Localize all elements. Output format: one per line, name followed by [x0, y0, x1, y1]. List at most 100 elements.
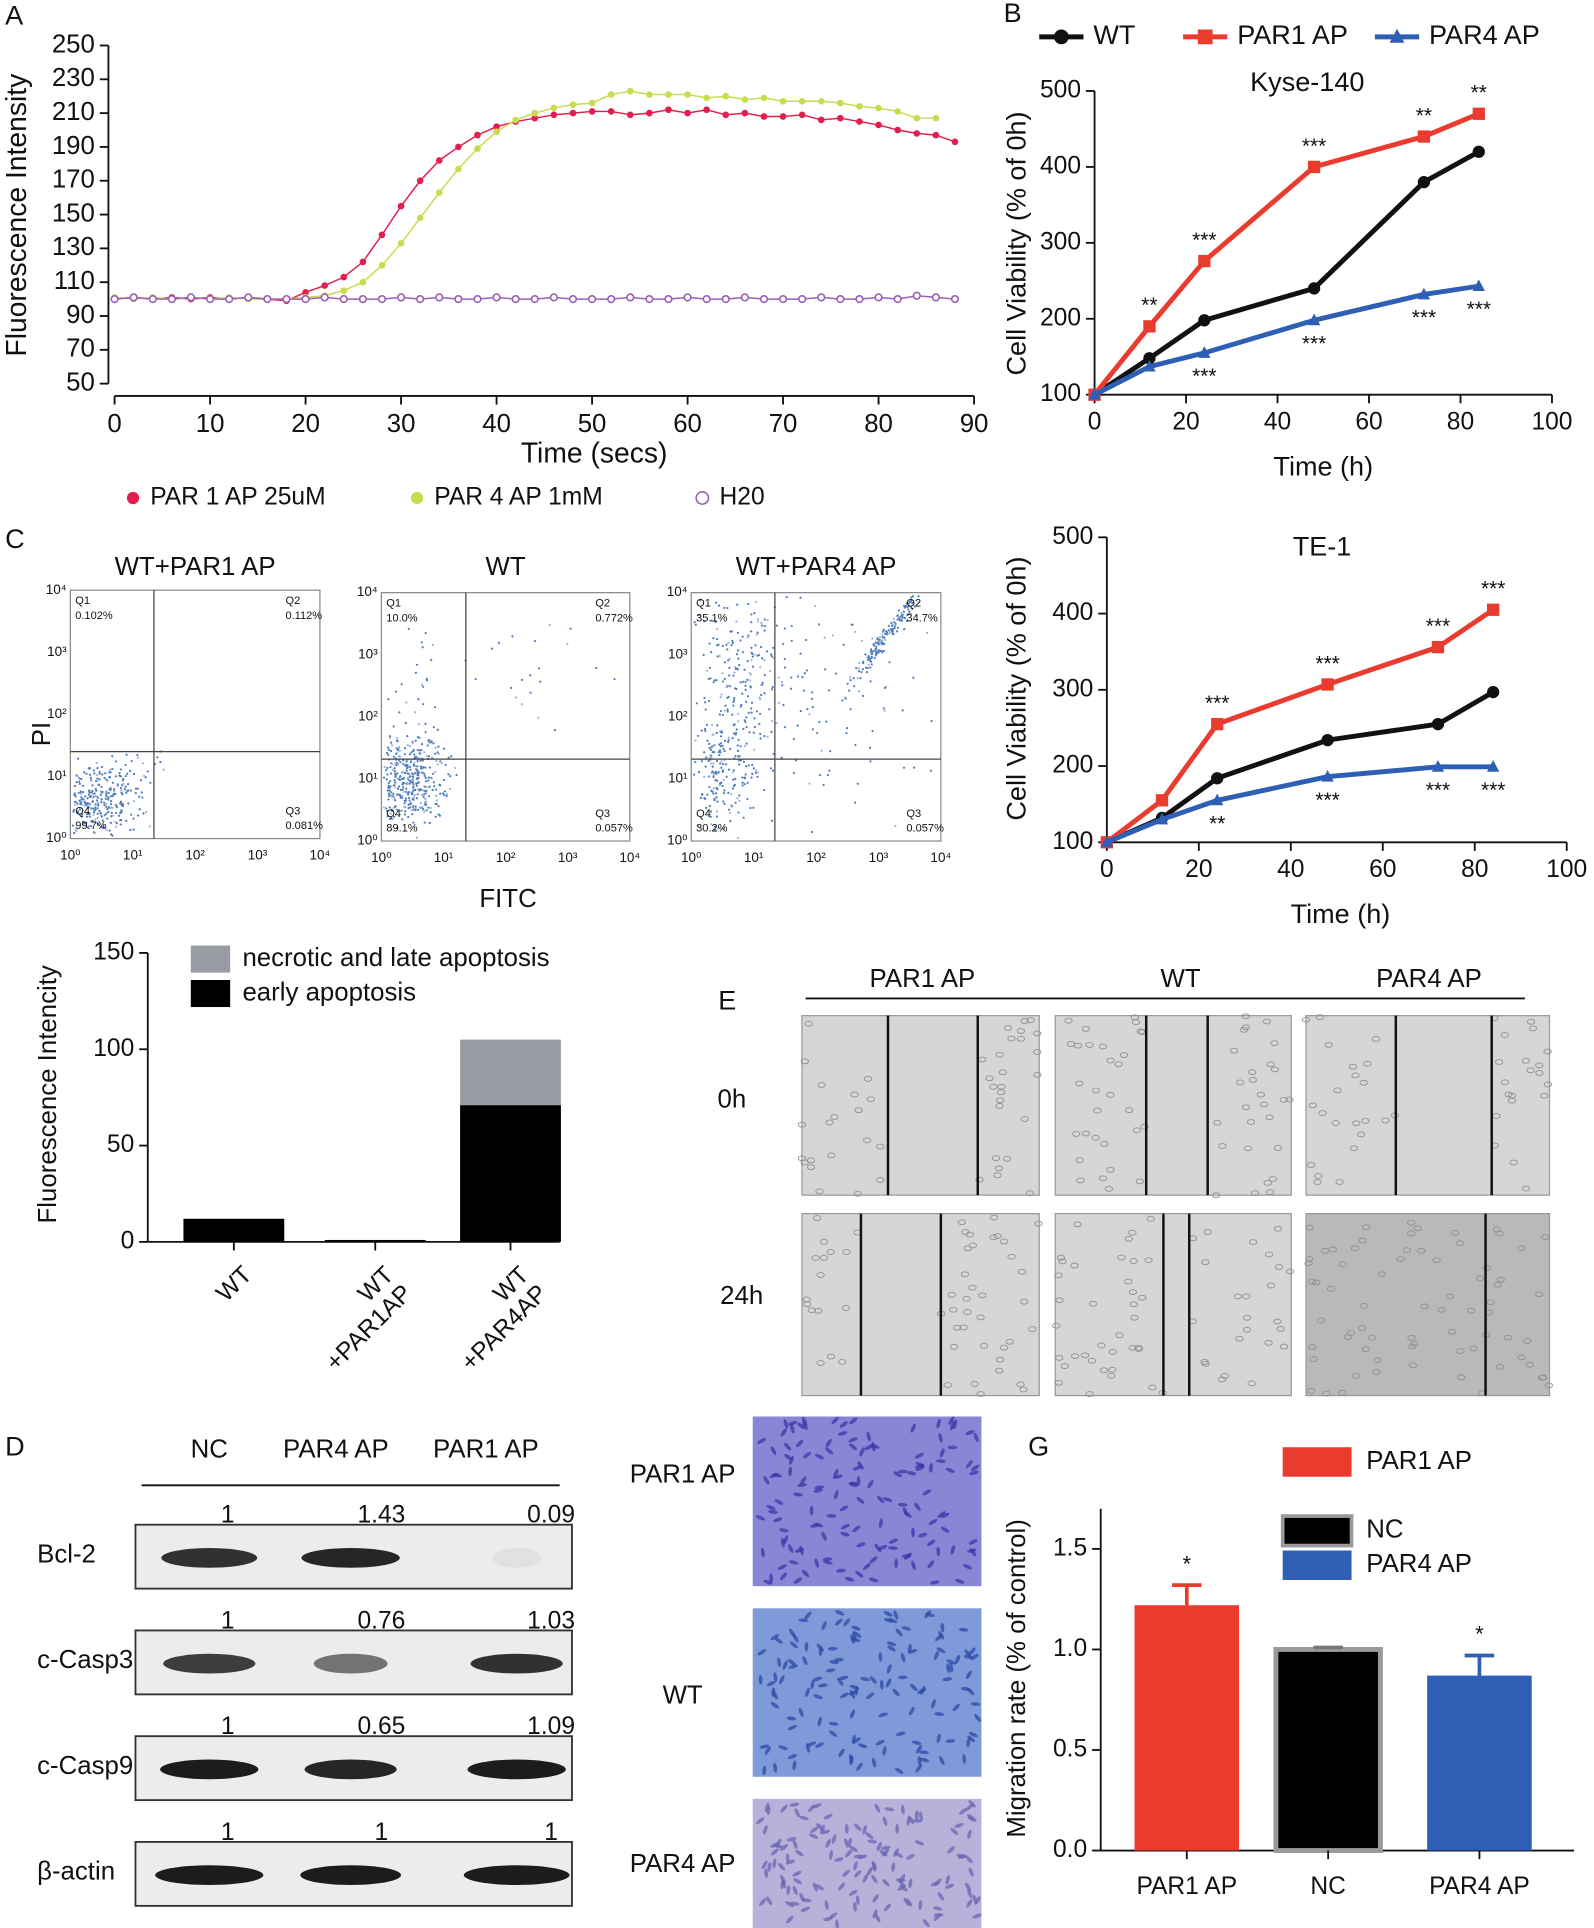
stained-cell: [897, 1469, 908, 1474]
legend-label: early apoptosis: [242, 978, 416, 1006]
event-dot: [716, 655, 719, 658]
event-dot: [884, 638, 887, 642]
event-dot: [758, 712, 762, 715]
cell: [1016, 1381, 1025, 1388]
event-dot: [735, 728, 738, 731]
event-dot: [394, 690, 398, 693]
cell: [1270, 1066, 1279, 1073]
stained-cell: [795, 1439, 804, 1448]
event-dot: [854, 743, 857, 747]
x-tick-label: 40: [482, 410, 511, 438]
data-point: [779, 97, 787, 105]
event-dot: [72, 810, 75, 813]
event-dot: [721, 769, 725, 772]
event-dot: [396, 737, 399, 740]
event-dot: [390, 791, 393, 794]
event-dot: [766, 735, 769, 738]
plot-title: WT+PAR1 AP: [115, 553, 276, 581]
stained-cell: [804, 1611, 812, 1620]
event-dot: [394, 775, 397, 779]
event-dot: [144, 776, 147, 779]
event-dot: [387, 784, 390, 788]
y-tick-label: 400: [1052, 599, 1093, 626]
x-tick-label: 10⁴: [930, 850, 951, 865]
event-dot: [721, 762, 725, 766]
event-dot: [423, 793, 426, 796]
event-dot: [717, 751, 720, 754]
event-dot: [733, 666, 737, 669]
event-dot: [94, 780, 98, 783]
stained-cell: [780, 1843, 788, 1851]
event-dot: [775, 722, 778, 725]
stained-cell: [820, 1829, 831, 1835]
stained-cell: [853, 1854, 864, 1859]
event-dot: [746, 636, 749, 639]
event-dot: [911, 601, 914, 605]
stained-cell: [779, 1675, 785, 1685]
quadrant-name: Q2: [906, 598, 921, 610]
event-dot: [93, 792, 96, 795]
stained-cell: [838, 1675, 849, 1680]
event-dot: [595, 666, 598, 670]
event-dot: [750, 646, 753, 649]
event-dot: [414, 809, 417, 812]
event-dot: [413, 764, 416, 768]
stained-cell: [950, 1828, 959, 1836]
stained-cell: [810, 1523, 820, 1528]
data-point: [626, 111, 634, 119]
stained-cell: [947, 1846, 955, 1854]
significance-label: ***: [1412, 307, 1436, 330]
event-dot: [75, 780, 78, 784]
event-dot: [901, 613, 904, 617]
cell: [1108, 1366, 1117, 1373]
stained-cell: [799, 1892, 805, 1902]
event-dot: [925, 631, 929, 635]
stained-cell: [948, 1416, 955, 1425]
event-dot: [712, 792, 715, 795]
event-dot: [732, 778, 735, 781]
y-tick-label: 10¹: [358, 771, 378, 786]
stained-cell: [908, 1706, 915, 1716]
cell: [1054, 1272, 1063, 1279]
stained-cell: [906, 1815, 911, 1826]
stained-cell: [891, 1862, 896, 1872]
cell: [1273, 1225, 1282, 1232]
stained-cell: [786, 1716, 797, 1721]
cell: [1093, 1107, 1102, 1114]
cell: [1242, 1326, 1252, 1333]
event-dot: [893, 625, 896, 628]
stained-cell: [862, 1873, 869, 1883]
cell: [853, 1190, 862, 1197]
stained-cell: [759, 1744, 770, 1749]
cell: [1235, 1335, 1244, 1342]
event-dot: [769, 767, 773, 770]
event-dot: [736, 836, 740, 840]
event-dot: [737, 811, 740, 814]
cell: [807, 1307, 816, 1314]
event-dot: [386, 809, 389, 813]
event-dot: [882, 707, 885, 710]
stained-cell: [777, 1564, 787, 1570]
stained-cell: [848, 1889, 858, 1896]
cell: [1338, 1389, 1347, 1396]
data-point: [875, 121, 882, 129]
stained-cell: [860, 1676, 870, 1682]
event-dot: [85, 815, 89, 818]
x-tick-label: 90: [960, 410, 989, 438]
bar-segment: [460, 1105, 561, 1242]
legend-marker: [1197, 29, 1213, 45]
event-dot: [731, 713, 734, 716]
event-dot: [448, 787, 452, 790]
event-dot: [112, 814, 115, 817]
event-dot: [796, 724, 799, 727]
event-dot: [756, 617, 760, 621]
event-dot: [888, 631, 891, 635]
event-dot: [429, 811, 432, 814]
stained-cell: [787, 1420, 798, 1426]
stained-cell: [895, 1878, 906, 1882]
stained-cell: [965, 1430, 975, 1436]
x-tick-label: 10⁴: [619, 850, 640, 865]
event-dot: [116, 783, 119, 786]
error-bar: [1313, 1645, 1343, 1650]
event-dot: [723, 750, 726, 753]
